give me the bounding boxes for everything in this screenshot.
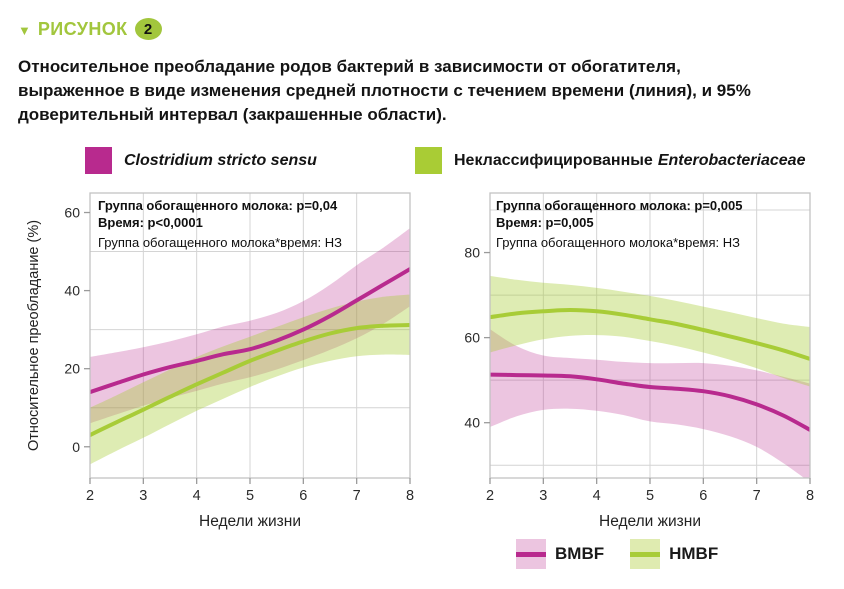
panel-title-enterobacteriaceae: Неклассифицированные Enterobacteriaceae [415, 147, 805, 174]
legend-label: HMBF [669, 544, 719, 563]
hmbf-line-swatch [630, 551, 661, 557]
stats-annotation: Группа обогащенного молока: p=0,04 Время… [98, 197, 342, 251]
y-tick-label: 40 [464, 415, 480, 431]
chart-canvas-right: 40 60 80 2 3 4 5 6 7 8 Недели жизни [464, 192, 814, 530]
x-tick-label: 5 [246, 488, 254, 504]
legend-item-bmbf: BMBF [516, 539, 604, 569]
y-tick-label: 60 [464, 330, 480, 346]
figure-label: РИСУНОК [37, 18, 128, 39]
series-line-bmbf [490, 372, 810, 432]
x-axis-label: Недели жизни [199, 513, 301, 530]
chart-enterobacteriaceae: 40 60 80 2 3 4 5 6 7 8 Недели жизни Группа обогаще… [444, 188, 844, 538]
annotation-line-3: Группа обогащенного молока*время: НЗ [98, 235, 342, 250]
bmbf-band-swatch [516, 539, 546, 569]
figure-number-badge: 2 [134, 18, 162, 40]
magenta-swatch [85, 147, 112, 174]
figure-header: ▼ РИСУНОК 2 [18, 18, 162, 40]
x-tick-label: 4 [193, 488, 201, 504]
annotation-line-1: Группа обогащенного молока: p=0,005 [496, 198, 743, 213]
y-tick-label: 40 [64, 283, 80, 299]
hmbf-band-swatch [630, 539, 661, 569]
x-tick-label: 6 [299, 488, 307, 504]
x-tick-label: 6 [699, 488, 707, 504]
series-line-bmbf [90, 267, 410, 395]
x-tick-label: 7 [753, 488, 761, 504]
x-tick-label: 8 [806, 488, 814, 504]
series-line-hmbf [90, 323, 410, 438]
x-tick-label: 3 [139, 488, 147, 504]
x-tick-label: 4 [593, 488, 601, 504]
confidence-band-hmbf [90, 294, 410, 465]
x-tick-label: 5 [646, 488, 654, 504]
panel-title-label: Clostridium stricto sensu [124, 151, 317, 169]
x-tick-label: 2 [86, 488, 94, 504]
series-line-hmbf [490, 307, 810, 361]
y-tick-label: 0 [72, 439, 80, 455]
y-tick-label: 80 [464, 245, 480, 261]
x-tick-label: 2 [486, 488, 494, 504]
y-tick-label: 20 [64, 361, 80, 377]
x-tick-label: 8 [406, 488, 414, 504]
confidence-band-bmbf [90, 228, 410, 424]
annotation-line-3: Группа обогащенного молока*время: НЗ [496, 235, 740, 250]
annotation-line-2: Время: p<0,0001 [98, 215, 203, 230]
annotation-line-2: Время: p=0,005 [496, 215, 594, 230]
figure-title: Относительное преобладание родов бактери… [18, 57, 751, 125]
confidence-band-hmbf [490, 275, 810, 387]
panel-title-label: Неклассифицированные Enterobacteriaceae [454, 152, 805, 170]
legend-label: BMBF [555, 544, 605, 563]
fortifier-legend: BMBF HMBF [516, 539, 718, 569]
chart-clostridium: Относительное преобладание (%) 0 20 40 60 2 3… [10, 188, 442, 538]
bmbf-line-swatch [516, 551, 546, 557]
chart-canvas-left: 0 20 40 60 2 3 4 5 6 7 8 Недели жизни [64, 192, 414, 530]
panel-title-clostridium: Clostridium stricto sensu [85, 147, 317, 174]
stats-annotation: Группа обогащенного молока: p=0,005 Врем… [496, 197, 742, 251]
panel-title-regular-part: Неклассифицированные [454, 151, 653, 169]
panel-title-italic-part: Enterobacteriaceae [657, 151, 806, 169]
green-swatch [415, 147, 442, 174]
y-tick-label: 60 [64, 205, 80, 221]
annotation-line-1: Группа обогащенного молока: p=0,04 [98, 198, 338, 213]
confidence-band-bmbf [490, 329, 810, 478]
x-axis-label: Недели жизни [599, 513, 701, 530]
y-axis-label: Относительное преобладание (%) [26, 219, 42, 452]
x-tick-label: 7 [353, 488, 361, 504]
x-tick-label: 3 [539, 488, 547, 504]
triangle-down-icon: ▼ [18, 22, 31, 38]
legend-item-hmbf: HMBF [630, 539, 718, 569]
